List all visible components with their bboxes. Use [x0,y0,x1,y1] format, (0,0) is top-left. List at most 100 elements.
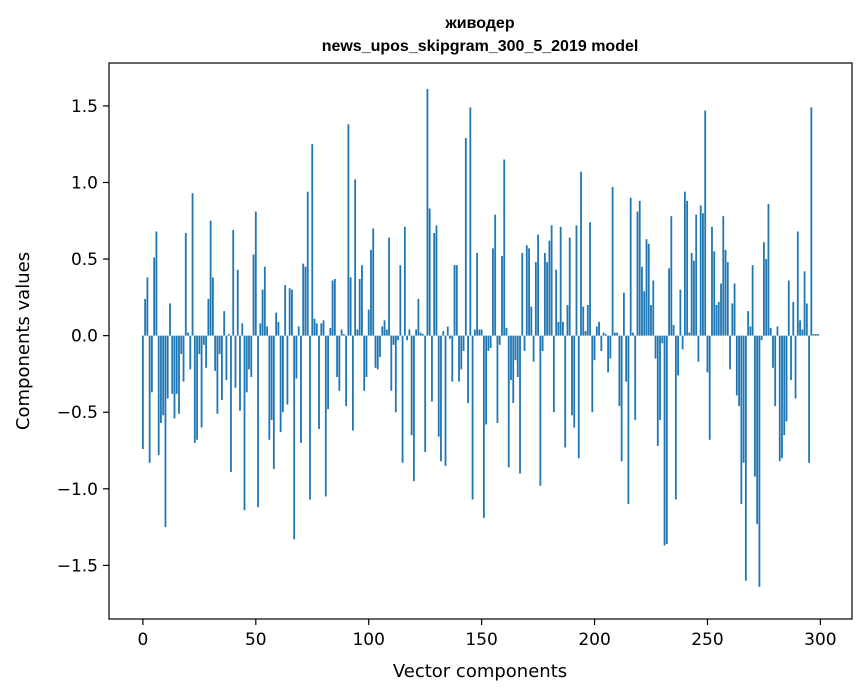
y-tick-label: −0.5 [57,403,98,423]
bar [313,318,316,336]
bar [589,222,591,336]
bar [286,335,289,405]
bar [702,213,704,336]
bar [151,335,153,393]
x-tick-label: 300 [804,630,836,650]
bar [144,298,147,336]
bar [765,259,768,336]
bar [320,323,323,336]
bar [460,335,463,370]
bar [157,335,160,456]
bar [279,335,282,433]
bar [731,303,734,336]
bar [338,335,341,391]
bar [293,335,296,540]
bar [598,321,600,336]
bar [505,327,508,336]
bar [575,225,578,336]
bar [659,335,661,420]
bar [792,301,795,336]
bar [620,335,623,462]
bar [422,334,424,336]
bar [419,332,422,336]
bar [417,298,420,336]
bar [618,335,621,407]
bar [496,335,499,423]
y-axis-ticks: −1.5 −1.0 −0.5 0.0 0.5 1.0 1.5 [57,97,109,576]
bar [340,329,343,336]
bar [717,301,720,336]
bar [302,263,305,336]
bar [200,335,203,428]
bar [641,266,643,336]
bar [155,231,158,336]
bar [370,249,372,336]
bar [315,323,318,336]
bar [767,203,770,336]
bar [288,288,291,336]
bar [715,305,718,336]
bar [814,334,817,336]
bar [668,268,670,336]
bar [769,327,772,336]
bar [627,335,630,505]
bar [607,335,610,373]
bar [776,326,779,336]
bar [480,329,483,336]
bar [790,335,792,381]
bar [724,249,727,336]
bar [205,335,208,368]
bar [677,335,680,376]
bar [173,335,176,419]
bar [345,335,348,407]
bar [162,335,165,416]
bar [403,226,406,336]
bar [812,334,815,336]
bar [693,260,695,336]
bar [744,335,747,581]
bar [223,311,226,336]
bar [309,335,311,500]
bar [645,239,648,336]
bar [363,335,366,391]
bar [394,335,397,413]
bar [383,320,386,336]
bar [711,226,713,336]
x-axis-label: Vector components [393,661,567,682]
chart-title-line1: живодер [444,15,514,32]
bar [374,335,377,368]
bar [241,323,244,336]
bar [164,335,167,528]
bar [482,335,485,518]
bar [783,335,786,436]
bar [318,335,320,430]
bar [740,335,743,505]
bar [464,138,467,336]
bar [367,309,370,336]
bar [306,191,309,336]
bar [494,214,497,336]
bar [257,335,259,508]
bar [356,329,359,336]
y-axis-label: Components values [13,252,34,430]
bar [609,335,612,359]
bar [169,303,171,336]
bar [300,335,302,443]
bar [674,335,677,500]
bar [521,252,524,336]
bar [713,251,716,336]
bar [277,321,280,336]
bar [412,335,415,482]
chart-title-line2: news_upos_skipgram_300_5_2019 model [322,38,639,55]
bar [424,335,427,453]
bar [442,331,445,336]
bar [351,335,354,431]
bar [498,335,501,345]
bar [160,335,162,423]
bar [275,312,278,336]
bar [577,335,580,459]
bar [388,237,390,336]
bar [708,335,711,440]
y-tick-label: 0.0 [71,327,98,347]
bar [528,248,530,336]
